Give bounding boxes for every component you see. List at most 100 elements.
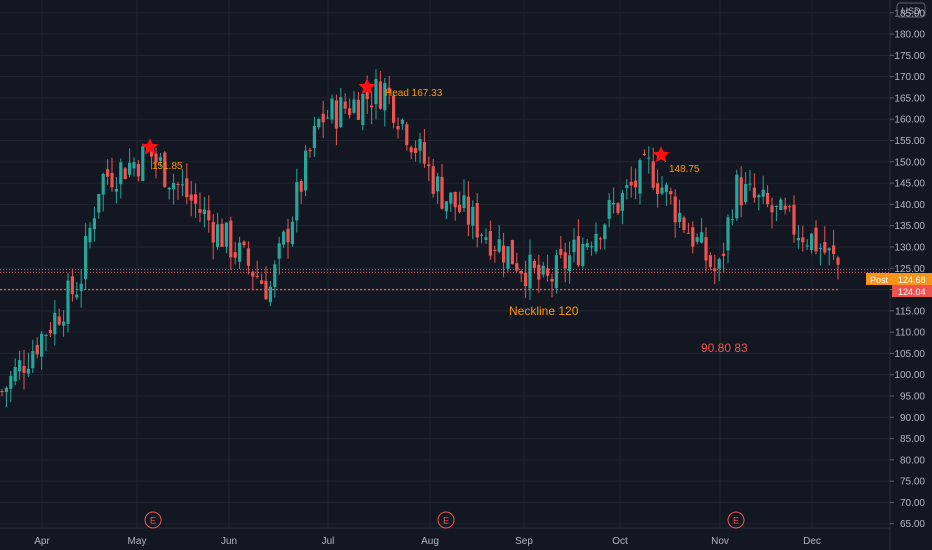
y-tick-label: 140.00 xyxy=(894,200,925,211)
candle-body xyxy=(123,168,127,179)
earnings-marker[interactable] xyxy=(727,511,745,529)
candle-body xyxy=(660,187,664,194)
candle-body xyxy=(400,119,404,124)
earnings-marker[interactable] xyxy=(144,511,162,529)
y-tick-label: 135.00 xyxy=(894,221,925,232)
price-tag-value: 124.68 xyxy=(898,275,926,285)
candle-body xyxy=(691,227,695,247)
candle-body xyxy=(110,172,114,188)
candle-body xyxy=(326,117,330,119)
y-tick-label: 95.00 xyxy=(900,392,925,403)
candle-body xyxy=(198,209,202,213)
candle-body xyxy=(708,255,712,268)
candle-body xyxy=(92,218,96,230)
candle-body xyxy=(414,148,418,153)
candle-body xyxy=(312,125,316,149)
candle-body xyxy=(616,203,620,213)
y-tick-label: 130.00 xyxy=(894,242,925,253)
candle-body xyxy=(295,182,299,221)
candle-body xyxy=(444,201,448,212)
candle-body xyxy=(788,206,792,208)
currency-button[interactable]: USD xyxy=(901,6,921,16)
candle-body xyxy=(814,227,818,252)
candle-body xyxy=(823,241,827,253)
candle-body xyxy=(647,157,651,159)
candle-body xyxy=(44,334,48,336)
y-tick-label: 90.00 xyxy=(900,413,925,424)
candle-body xyxy=(356,99,360,120)
x-tick-label: Dec xyxy=(803,536,821,547)
x-tick-label: Sep xyxy=(515,536,533,547)
candle-body xyxy=(550,278,554,282)
candle-body xyxy=(836,257,840,265)
candle-body xyxy=(180,184,184,186)
candle-body xyxy=(748,183,752,185)
candle-body xyxy=(282,231,286,245)
candle-body xyxy=(726,217,730,251)
candle-body xyxy=(13,366,17,382)
candle-body xyxy=(669,191,673,195)
candle-body xyxy=(260,280,264,284)
y-tick-label: 105.00 xyxy=(894,349,925,360)
candle-body xyxy=(700,232,704,243)
candle-body xyxy=(141,146,145,182)
candle-body xyxy=(722,253,726,256)
candle-body xyxy=(339,97,343,128)
x-tick-label: Jul xyxy=(322,536,335,547)
earnings-label: E xyxy=(150,516,156,526)
earnings-marker[interactable] xyxy=(437,511,455,529)
candle-body xyxy=(290,221,294,245)
currency-button-bg[interactable] xyxy=(896,2,926,18)
candle-body xyxy=(757,195,761,198)
candle-body xyxy=(304,150,308,191)
candle-body xyxy=(211,221,215,243)
earnings-label: E xyxy=(443,516,449,526)
candle-body xyxy=(132,162,136,169)
neckline-label: Neckline 120 xyxy=(509,304,579,318)
candle-body xyxy=(581,243,585,266)
price-axis-ticks: 65.00 70.00 75.00 80.00 85.00 90.00 95.00 100.0… xyxy=(890,8,925,530)
candle-body xyxy=(431,166,435,194)
candle-body xyxy=(255,275,259,277)
candle-body xyxy=(810,233,814,251)
y-tick-label: 180.00 xyxy=(894,30,925,41)
candle-body xyxy=(752,187,756,198)
candle-body xyxy=(774,205,778,207)
candle-body xyxy=(620,192,624,211)
candle-body xyxy=(673,196,677,223)
candle-body xyxy=(629,181,633,186)
candle-body xyxy=(480,234,484,236)
candle-body xyxy=(251,271,255,277)
candle-body xyxy=(735,174,739,219)
candle-body xyxy=(634,180,638,188)
candle-body xyxy=(106,169,110,177)
candle-body xyxy=(35,344,39,355)
candle-body xyxy=(585,243,589,248)
candle-body xyxy=(31,351,35,369)
y-tick-label: 155.00 xyxy=(894,136,925,147)
candle-body xyxy=(273,264,277,287)
candle-body xyxy=(603,224,607,240)
candle-body xyxy=(136,163,140,177)
y-tick-label: 170.00 xyxy=(894,72,925,83)
candle-body xyxy=(18,360,22,372)
candle-body xyxy=(40,333,44,357)
candle-body xyxy=(449,192,453,204)
candle-body xyxy=(594,234,598,252)
y-tick-label: 85.00 xyxy=(900,434,925,445)
candle-body xyxy=(9,375,13,389)
candle-body xyxy=(770,205,774,213)
price-tag-bg xyxy=(866,273,932,285)
candle-body xyxy=(493,249,497,251)
candle-body xyxy=(779,199,783,210)
candle-body xyxy=(638,160,642,194)
y-tick-label: 175.00 xyxy=(894,51,925,62)
candle-body xyxy=(308,149,312,152)
candle-body xyxy=(466,196,470,225)
candle-body xyxy=(682,217,686,230)
candle-body xyxy=(546,268,550,276)
time-axis-ticks[interactable]: Apr May Jun Jul Aug Sep Oct Nov Dec xyxy=(34,536,821,547)
candle-body xyxy=(387,87,391,93)
